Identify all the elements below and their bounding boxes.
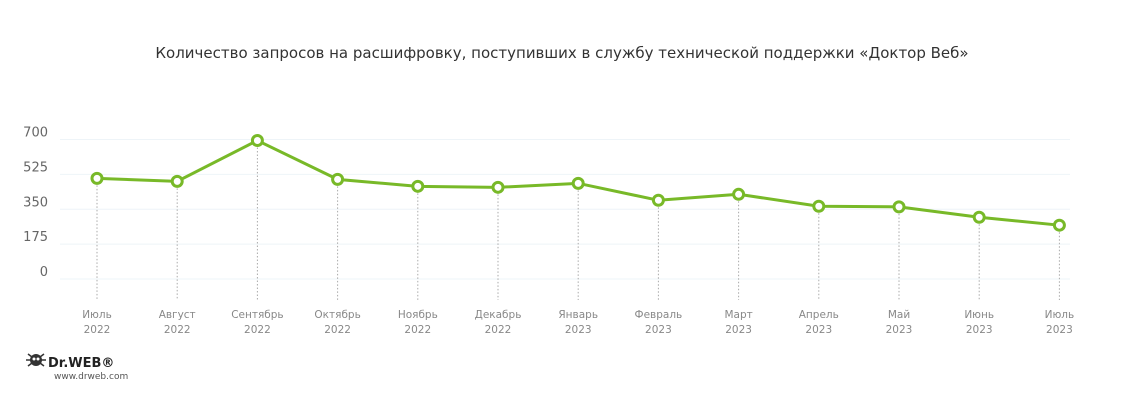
x-tick-label: Февраль xyxy=(635,309,683,321)
x-tick-year: 2022 xyxy=(244,324,271,336)
data-point xyxy=(1052,218,1066,232)
x-tick-year: 2023 xyxy=(886,324,913,336)
data-point xyxy=(170,174,184,188)
y-tick-label: 0 xyxy=(40,265,48,280)
x-tick-year: 2023 xyxy=(725,324,752,336)
x-tick-label: Июнь xyxy=(964,309,994,321)
data-point xyxy=(812,199,826,213)
y-tick-label: 700 xyxy=(23,126,48,141)
x-tick-label: Июль xyxy=(1045,309,1075,321)
data-point xyxy=(90,171,104,185)
data-point xyxy=(892,200,906,214)
x-tick-year: 2022 xyxy=(485,324,512,336)
x-tick-year: 2023 xyxy=(565,324,592,336)
drweb-logo: Dr.WEB® www.drweb.com xyxy=(26,352,128,382)
logo-url: www.drweb.com xyxy=(54,372,129,382)
x-tick-year: 2022 xyxy=(404,324,431,336)
y-tick-label: 525 xyxy=(23,160,48,175)
data-point xyxy=(651,193,665,207)
x-tick-year: 2023 xyxy=(1046,324,1073,336)
x-tick-year: 2022 xyxy=(84,324,111,336)
spider-icon xyxy=(26,353,46,367)
x-tick-label: Март xyxy=(724,309,752,321)
x-tick-label: Июль xyxy=(82,309,112,321)
x-tick-year: 2023 xyxy=(805,324,832,336)
chart-title: Количество запросов на расшифровку, пост… xyxy=(155,44,969,62)
x-tick-label: Сентябрь xyxy=(231,309,283,321)
x-tick-label: Декабрь xyxy=(475,309,522,321)
x-tick-year: 2023 xyxy=(966,324,993,336)
x-tick-label: Октябрь xyxy=(314,309,360,321)
x-tick-label: Май xyxy=(888,309,910,321)
data-point xyxy=(732,187,746,201)
x-tick-label: Январь xyxy=(558,309,598,321)
data-point xyxy=(411,179,425,193)
logo-brand: Dr.WEB® xyxy=(48,356,115,371)
x-tick-year: 2022 xyxy=(324,324,351,336)
data-point xyxy=(972,210,986,224)
x-tick-label: Август xyxy=(159,309,196,321)
x-tick-year: 2022 xyxy=(164,324,191,336)
data-point xyxy=(571,176,585,190)
y-tick-label: 350 xyxy=(23,195,48,210)
x-tick-label: Ноябрь xyxy=(398,309,438,321)
x-tick-year: 2023 xyxy=(645,324,672,336)
data-point xyxy=(331,172,345,186)
data-point xyxy=(491,180,505,194)
y-tick-label: 175 xyxy=(23,230,48,245)
x-tick-label: Апрель xyxy=(799,309,839,321)
data-point xyxy=(250,133,264,147)
